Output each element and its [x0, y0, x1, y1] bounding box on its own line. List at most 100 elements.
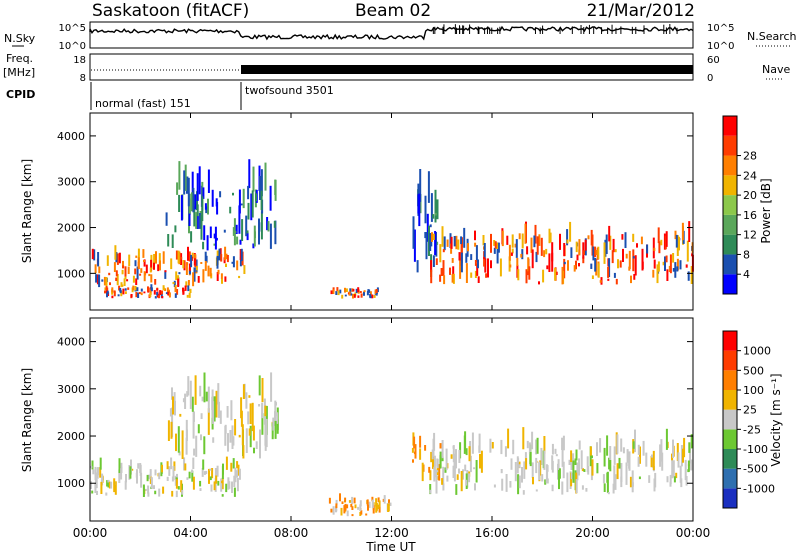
echo-cell — [225, 253, 228, 260]
x-tick-label: 16:00 — [475, 526, 510, 540]
x-tick-label: 00:00 — [676, 526, 711, 540]
echo-cell — [611, 250, 614, 264]
echo-cell — [234, 230, 237, 234]
echo-cell — [536, 236, 539, 255]
echo-cell — [372, 505, 375, 514]
echo-cell — [90, 465, 93, 469]
echo-cell — [662, 261, 665, 266]
echo-cell — [184, 393, 187, 409]
echo-cell — [639, 446, 641, 464]
echo-cell — [465, 479, 468, 486]
echo-cell — [514, 462, 517, 482]
echo-cell — [476, 263, 479, 276]
echo-cell — [444, 467, 447, 473]
echo-cell — [171, 234, 174, 248]
echo-cell — [345, 288, 348, 292]
nsearch-label: N.Search — [747, 30, 797, 43]
echo-cell — [172, 466, 175, 481]
echo-cell — [504, 446, 507, 457]
echo-cell — [243, 265, 246, 274]
echo-cell — [439, 244, 442, 263]
echo-cell — [204, 203, 207, 210]
echo-cell — [211, 189, 214, 207]
echo-cell — [607, 266, 610, 278]
echo-cell — [153, 290, 156, 295]
echo-cell — [340, 507, 343, 516]
echo-cell — [236, 260, 239, 271]
power-colorbar: 4 8 12 16 20 24 28 — [722, 115, 757, 295]
echo-cell — [546, 265, 549, 270]
echo-cell — [583, 250, 585, 255]
echo-cell — [458, 468, 460, 474]
echo-cell — [477, 259, 479, 269]
echo-cell — [536, 437, 539, 454]
echo-cell — [669, 254, 672, 274]
echo-cell — [690, 459, 693, 471]
echo-cell — [216, 272, 219, 281]
echo-cell — [473, 467, 476, 470]
echo-cell — [516, 456, 519, 474]
echo-cell — [96, 274, 99, 285]
echo-cell — [489, 438, 492, 453]
echo-cell — [143, 259, 146, 267]
echo-cell — [192, 411, 195, 439]
echo-cell — [248, 395, 251, 398]
echo-cell — [195, 265, 198, 271]
echo-cell — [184, 164, 187, 191]
echo-cell — [371, 294, 374, 299]
echo-cell — [450, 454, 453, 459]
echo-cell — [446, 475, 449, 482]
echo-cell — [508, 256, 511, 272]
echo-cell — [499, 258, 502, 277]
echo-cell — [554, 448, 557, 454]
echo-cell — [107, 480, 110, 488]
echo-cell — [465, 263, 468, 283]
echo-cell — [171, 387, 173, 400]
echo-cell — [124, 266, 127, 277]
echo-cell — [115, 277, 118, 281]
echo-cell — [578, 458, 580, 476]
echo-cell — [227, 477, 230, 490]
echo-cell — [240, 203, 243, 206]
echo-cell — [341, 294, 344, 299]
echo-cell — [191, 192, 193, 212]
echo-cell — [636, 243, 638, 248]
echo-cell — [113, 262, 116, 272]
colorbar-swatch — [723, 135, 737, 156]
echo-cell — [118, 252, 121, 264]
echo-cell — [521, 233, 524, 249]
echo-cell — [335, 291, 338, 295]
echo-cell — [535, 457, 538, 474]
echo-cell — [438, 464, 441, 481]
echo-cell — [104, 290, 106, 294]
echo-cell — [120, 462, 123, 469]
echo-cell — [160, 471, 163, 474]
echo-cell — [656, 264, 659, 284]
echo-cell — [111, 287, 114, 293]
echo-cell — [107, 479, 110, 483]
colorbar-swatch — [723, 155, 737, 176]
echo-cell — [203, 436, 206, 455]
colorbar-swatch — [723, 116, 737, 136]
echo-cell — [419, 448, 422, 460]
echo-cell — [591, 234, 594, 256]
echo-cell — [186, 294, 189, 298]
echo-cell — [130, 294, 133, 298]
echo-cell — [238, 205, 241, 234]
echo-cell — [501, 478, 504, 491]
colorbar-swatch — [723, 468, 737, 489]
echo-cell — [490, 233, 492, 253]
echo-cell — [252, 166, 255, 192]
echo-cell — [166, 461, 169, 470]
echo-cell — [90, 481, 92, 489]
echo-cell — [434, 189, 437, 223]
echo-cell — [159, 260, 161, 271]
echo-cell — [181, 430, 184, 459]
echo-cell — [134, 268, 137, 275]
echo-cell — [192, 272, 195, 287]
echo-cell — [153, 254, 156, 265]
echo-cell — [264, 405, 267, 417]
echo-cell — [661, 452, 664, 471]
beam-title: Beam 02 — [355, 1, 431, 21]
nave-label: Nave — [762, 63, 790, 76]
